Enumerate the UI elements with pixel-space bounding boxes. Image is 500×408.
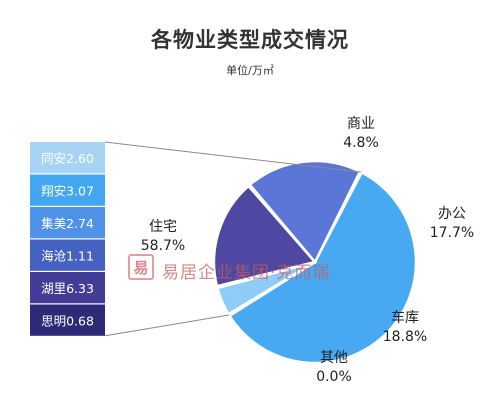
pie-label-name: 商业 [347,116,375,132]
breakdown-bar-label: 思明0.68 [41,313,94,328]
breakdown-bar-label: 海沧1.11 [41,248,94,263]
connector-line-bottom [104,314,230,337]
chart-unit-label: 单位/万㎡ [226,64,274,77]
pie-slice-车库 [248,159,362,265]
chart-title: 各物业类型成交情况 [151,28,349,52]
pie-slice-办公 [212,184,318,288]
breakdown-bar-label: 湖里6.33 [41,281,94,296]
breakdown-bar-label: 翔安3.07 [41,183,94,198]
breakdown-bar-segment-同安 [30,142,105,174]
watermark-text: 易居企业集团·克而瑞 [162,263,331,283]
breakdown-bar-label: 同安2.60 [41,151,94,166]
breakdown-bar-segment-思明 [30,304,105,336]
pie-label-name: 办公 [438,206,466,222]
watermark: 易 易居企业集团·克而瑞 [128,248,368,288]
pie-slice-住宅 [227,170,418,365]
breakdown-bar-segment-湖里 [30,272,105,304]
pie-label-name: 住宅 [149,219,177,235]
breakdown-bar-segment-翔安 [30,174,105,206]
breakdown-bar-segment-集美 [30,207,105,239]
pie-slice-商业 [215,260,316,316]
pie-label-percent: 0.0% [316,369,352,385]
pie-label-percent: 17.7% [430,225,474,241]
pie-label-percent: 4.8% [343,135,379,151]
watermark-seal-icon: 易 [128,254,154,280]
pie-label-name: 车库 [391,309,419,326]
breakdown-bar-segment-海沧 [30,239,105,271]
pie-label-percent: 58.7% [141,238,185,254]
breakdown-bar-label: 集美2.74 [41,216,94,231]
pie-label-name: 其他 [320,350,348,366]
pie-label-percent: 18.8% [383,329,427,345]
connector-line-top [104,141,361,173]
